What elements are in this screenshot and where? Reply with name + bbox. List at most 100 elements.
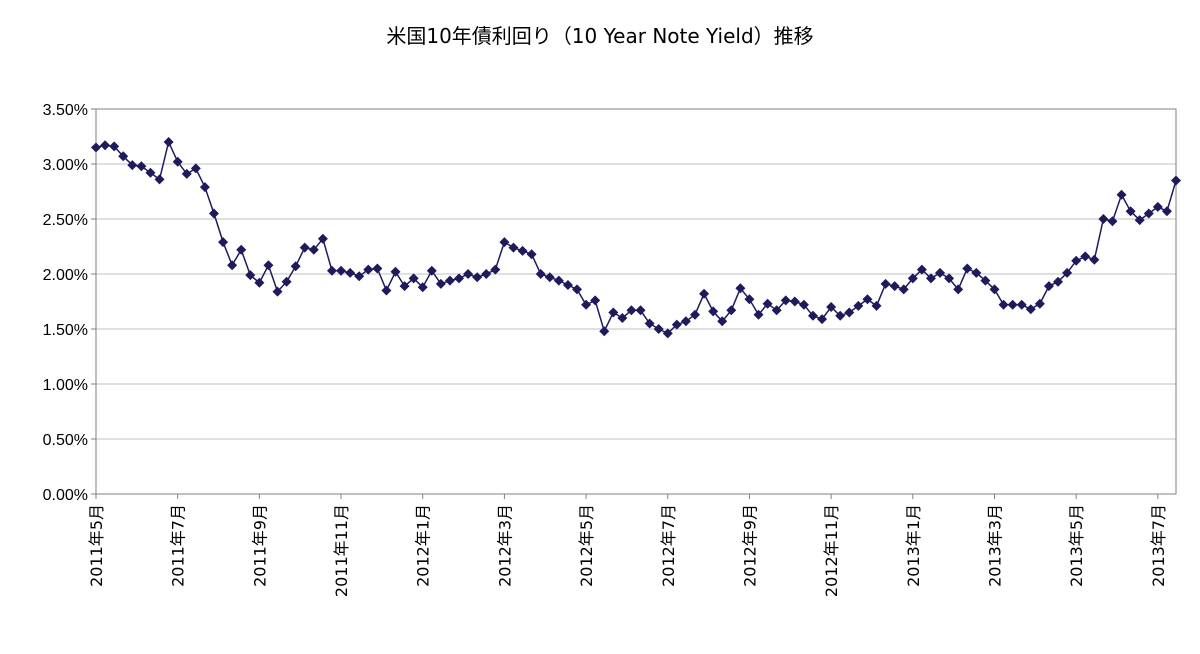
data-point [844, 307, 855, 318]
data-point [336, 265, 347, 276]
data-point [127, 160, 138, 171]
data-point [862, 294, 873, 305]
data-point [971, 267, 982, 278]
data-point [708, 306, 719, 317]
data-point [199, 182, 210, 193]
data-point [1025, 304, 1036, 315]
data-point [154, 174, 165, 185]
data-point [1161, 206, 1172, 217]
data-point [472, 272, 483, 283]
data-point [463, 269, 474, 279]
x-tick-label: 2012年5月 [577, 504, 596, 587]
data-point [508, 242, 519, 253]
data-point [835, 310, 846, 321]
data-point [136, 161, 147, 172]
data-point [163, 137, 174, 147]
data-point [1043, 281, 1054, 292]
x-tick-label: 2013年1月 [904, 504, 923, 587]
data-point [227, 260, 238, 271]
data-point [880, 278, 891, 289]
y-tick-label: 2.50% [43, 212, 88, 229]
data-point [435, 278, 446, 289]
x-tick-label: 2012年11月 [822, 504, 841, 597]
data-point [626, 305, 637, 316]
data-point [363, 264, 374, 275]
y-tick-label: 0.50% [43, 432, 88, 449]
data-point [572, 284, 583, 295]
data-point [190, 163, 201, 174]
data-point [317, 233, 328, 244]
data-point [907, 273, 918, 284]
data-point [290, 261, 301, 272]
data-point [145, 167, 156, 178]
y-tick-label: 3.00% [43, 157, 88, 174]
data-point [889, 281, 900, 292]
data-point [354, 271, 365, 282]
data-point [771, 305, 782, 316]
data-point [1152, 201, 1163, 212]
data-point [553, 275, 564, 286]
data-point [326, 265, 337, 276]
data-point [490, 264, 501, 275]
x-tick-label: 2012年1月 [414, 504, 433, 587]
x-axis: 2011年5月 2011年7月 2011年9月 2011年11月 2012年1月 2012… [87, 494, 1168, 597]
y-tick-label: 0.00% [43, 487, 88, 504]
data-point [517, 245, 528, 256]
data-point [689, 309, 700, 320]
data-point [381, 285, 392, 296]
data-points [91, 137, 1181, 339]
data-point [753, 309, 764, 320]
x-tick-label: 2013年3月 [985, 504, 1004, 587]
data-point [208, 208, 219, 219]
x-tick-label: 2013年5月 [1067, 504, 1086, 587]
data-point [1053, 276, 1064, 287]
data-point [898, 284, 909, 295]
data-point [635, 305, 646, 316]
data-point [608, 307, 619, 318]
data-point [925, 273, 936, 284]
data-point [1171, 175, 1181, 186]
data-point [653, 324, 664, 334]
data-point [826, 302, 837, 312]
x-tick-label: 2012年9月 [740, 504, 759, 587]
x-tick-label: 2011年9月 [250, 504, 269, 587]
data-point [263, 260, 274, 271]
y-tick-label: 1.50% [43, 322, 88, 339]
data-point [744, 294, 755, 305]
data-point [671, 319, 682, 330]
data-point [91, 142, 101, 153]
data-point [798, 299, 809, 310]
data-point [109, 141, 120, 152]
data-point [254, 277, 265, 288]
data-point [680, 316, 691, 327]
data-point [789, 296, 800, 307]
data-point [172, 156, 183, 167]
data-point [535, 269, 546, 279]
data-point [100, 140, 111, 151]
data-point [989, 284, 1000, 295]
data-point [726, 305, 737, 316]
data-point [944, 273, 955, 284]
y-axis: 0.00% 0.50% 1.00% 1.50% 2.00% 2.50% 3.00% 3.50% [43, 102, 96, 504]
data-point [762, 298, 773, 309]
data-point [1134, 215, 1145, 226]
data-point [390, 266, 401, 277]
chart-title: 米国10年債利回り（10 Year Note Yield）推移 [386, 24, 814, 48]
x-tick-label: 2012年7月 [659, 504, 678, 587]
x-tick-label: 2011年7月 [169, 504, 188, 587]
x-tick-label: 2013年7月 [1149, 504, 1168, 587]
data-point [281, 276, 292, 287]
data-point [1007, 299, 1018, 310]
data-point [372, 263, 383, 274]
data-point [962, 263, 973, 274]
data-point [526, 249, 537, 260]
data-point [1107, 216, 1118, 227]
data-point [599, 326, 610, 337]
data-point [499, 237, 510, 248]
data-point [181, 168, 192, 179]
data-point [118, 151, 129, 162]
data-point [417, 282, 428, 293]
y-tick-label: 2.00% [43, 267, 88, 284]
data-point [581, 299, 592, 310]
